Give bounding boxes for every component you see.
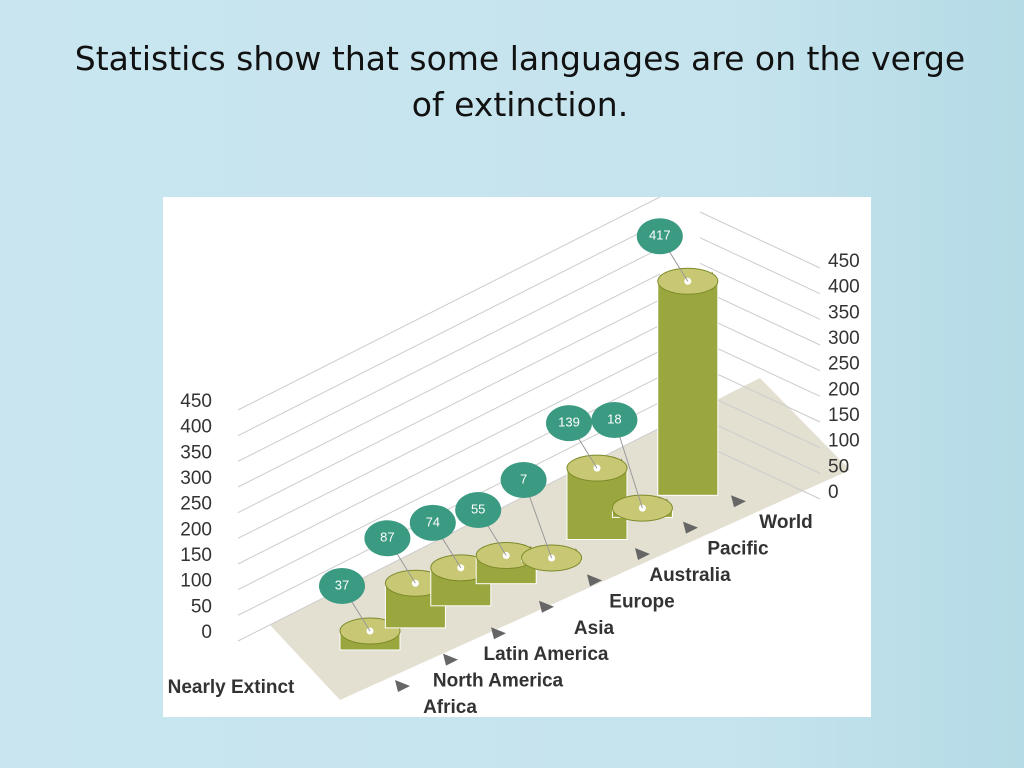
x-tick-label: Europe (609, 591, 674, 612)
x-axis-label: Nearly Extinct (168, 677, 295, 698)
y-tick-label: 400 (180, 417, 212, 438)
grid-line (699, 442, 821, 500)
callout (591, 402, 638, 438)
y2-tick-label: 150 (828, 405, 860, 426)
y2-tick-label: 250 (828, 354, 860, 375)
grid-line (237, 273, 661, 488)
grid-line (237, 247, 661, 462)
value-label: 18 (607, 411, 621, 426)
value-label: 417 (649, 228, 671, 243)
category-marker (587, 574, 602, 587)
grid-line (237, 222, 661, 437)
y-tick-label: 350 (180, 442, 212, 463)
grid-line (237, 196, 661, 411)
callout (636, 218, 683, 255)
callout (319, 568, 365, 605)
category-marker (395, 680, 410, 692)
category-marker (683, 521, 698, 534)
value-label: 37 (335, 577, 349, 592)
grid-line (699, 262, 821, 320)
y-tick-label: 100 (180, 571, 212, 592)
callout (546, 405, 592, 442)
grid-line (699, 211, 821, 269)
x-tick-label: North America (433, 671, 564, 692)
x-tick-label: Latin America (484, 644, 609, 665)
y2-tick-label: 350 (828, 302, 860, 323)
y2-tick-label: 400 (828, 277, 860, 298)
grid-line (237, 299, 661, 514)
grid-line (237, 401, 661, 616)
category-marker (731, 495, 746, 508)
grid-line (237, 350, 661, 565)
category-marker (443, 653, 458, 666)
bar (657, 280, 719, 496)
callout (455, 492, 502, 528)
grid-line (699, 365, 821, 423)
y2-tick-label: 200 (828, 379, 860, 400)
y-tick-label: 0 (201, 622, 212, 643)
y2-tick-label: 0 (828, 482, 839, 503)
slide-title: Statistics show that some languages are … (74, 39, 966, 124)
value-label: 74 (426, 514, 440, 529)
grid-line (237, 324, 661, 539)
grid-line (699, 314, 821, 372)
grid-line (699, 391, 821, 449)
y2-tick-label: 300 (828, 328, 860, 349)
y-tick-label: 300 (180, 468, 212, 489)
category-marker (539, 600, 554, 613)
y-tick-label: 250 (180, 494, 212, 515)
grid-line (699, 288, 821, 346)
y-tick-label: 50 (191, 596, 212, 617)
y-tick-label: 150 (180, 545, 212, 566)
category-marker (635, 548, 650, 560)
x-tick-label: Africa (423, 697, 477, 718)
grid-line (237, 376, 661, 591)
value-label: 7 (520, 471, 527, 486)
y2-tick-label: 450 (828, 251, 860, 272)
x-tick-label: Australia (649, 565, 731, 586)
y2-tick-label: 100 (828, 431, 860, 452)
grid-line (699, 237, 821, 295)
value-label: 139 (558, 415, 580, 430)
callout (364, 520, 411, 557)
y-tick-label: 450 (180, 391, 212, 412)
y2-tick-label: 50 (828, 456, 849, 477)
category-marker (491, 627, 506, 640)
x-tick-label: Pacific (707, 539, 769, 560)
x-tick-label: World (759, 512, 812, 533)
grid-line (699, 416, 821, 474)
value-label: 87 (380, 530, 394, 545)
value-label: 55 (471, 501, 485, 516)
callout (500, 462, 547, 498)
grid-line (699, 339, 821, 397)
x-tick-label: Asia (574, 618, 615, 639)
y-tick-label: 200 (180, 519, 212, 540)
callout (409, 504, 456, 541)
